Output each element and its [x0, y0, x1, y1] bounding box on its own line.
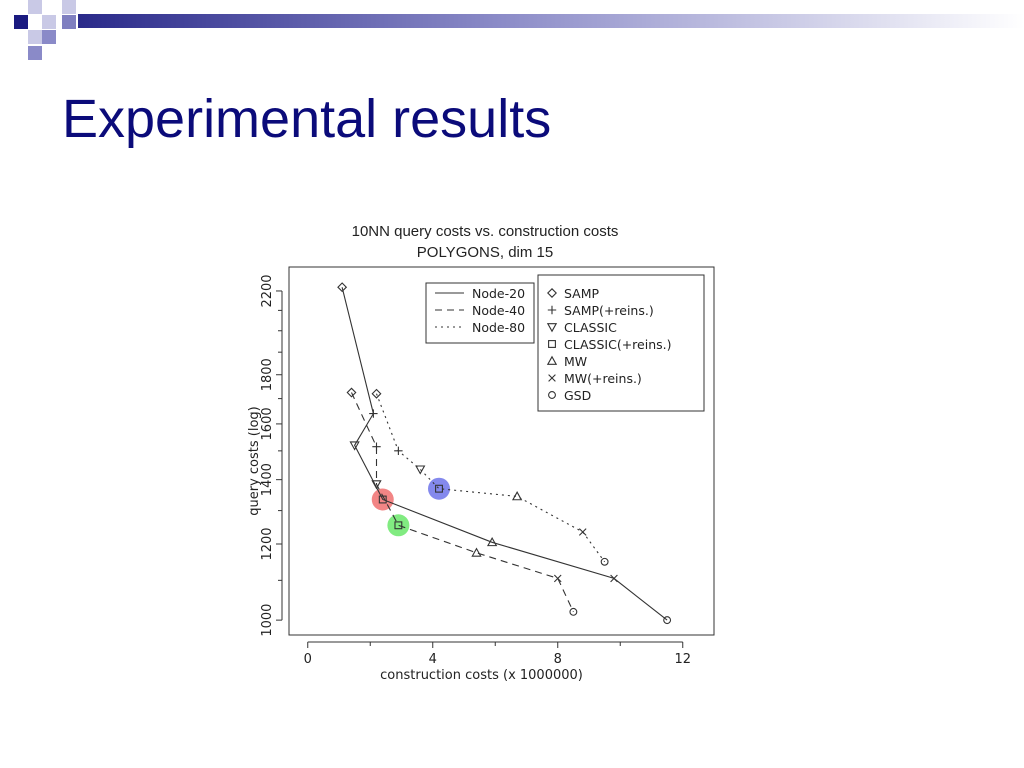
legend-line-label: Node-80 — [472, 320, 525, 335]
legend-marker-symbol — [546, 323, 558, 333]
data-point-node-80 — [371, 388, 382, 399]
x-tick-label: 8 — [554, 652, 562, 667]
legend-marker-symbol — [546, 355, 558, 365]
deco-square — [28, 0, 42, 14]
legend-marker-label: SAMP — [564, 286, 600, 301]
y-tick-label: 2200 — [260, 274, 275, 307]
deco-square — [28, 30, 42, 44]
plot-frame — [288, 266, 715, 636]
deco-square — [14, 15, 28, 29]
deco-square — [28, 46, 42, 60]
legend-marker-symbol — [548, 374, 556, 382]
legend-marker-label: CLASSIC — [564, 320, 617, 335]
data-point-node-20 — [337, 282, 348, 293]
legend-marker-symbol — [547, 305, 557, 315]
legend-line-label: Node-40 — [472, 303, 525, 318]
legend-marker-label: CLASSIC(+reins.) — [564, 337, 671, 352]
data-point-node-20 — [663, 616, 672, 625]
data-point-node-80 — [600, 557, 609, 566]
x-axis-label: construction costs (x 1000000) — [380, 668, 583, 683]
legend-marker-label: MW(+reins.) — [564, 371, 642, 386]
legend-marker-symbol — [548, 340, 556, 348]
deco-square — [62, 15, 76, 29]
slide-title: Experimental results — [62, 89, 552, 149]
data-point-node-80 — [415, 465, 426, 475]
legend-line-label: Node-20 — [472, 286, 525, 301]
legend-marker-label: GSD — [564, 388, 591, 403]
chart-figure: 10NN query costs vs. construction costs … — [240, 220, 730, 690]
x-tick-label: 12 — [674, 652, 691, 667]
data-point-node-80 — [394, 446, 403, 456]
data-point-node-40 — [371, 480, 382, 490]
chart-title: 10NN query costs vs. construction costs — [351, 223, 619, 240]
series-line-node-80 — [375, 393, 606, 563]
y-tick-label: 1800 — [260, 358, 275, 391]
legend-markers-box — [537, 274, 705, 412]
chart-subtitle: POLYGONS, dim 15 — [416, 244, 554, 261]
data-point-node-40 — [346, 387, 357, 398]
highlight-circle — [387, 514, 410, 537]
data-point-node-40 — [394, 521, 403, 530]
corner-decoration — [14, 0, 1024, 60]
y-tick-label: 1400 — [260, 463, 275, 496]
data-point-node-40 — [372, 442, 381, 451]
y-axis-label: query costs (log) — [247, 406, 262, 516]
data-point-node-20 — [369, 409, 378, 418]
y-tick-label: 1600 — [260, 407, 275, 440]
deco-square — [62, 0, 76, 14]
chart-svg: 0 4 8 12 construction costs (x 1000000) 1000 1… — [247, 266, 715, 683]
legend-marker-label: MW — [564, 354, 587, 369]
legend-marker-symbol — [548, 391, 556, 399]
x-tick-label: 4 — [429, 652, 437, 667]
data-point-node-20 — [349, 441, 360, 451]
data-point-node-20 — [486, 536, 498, 547]
data-point-node-80 — [511, 491, 523, 501]
data-point-node-80 — [435, 484, 443, 493]
header-gradient-bar — [78, 14, 1024, 28]
deco-square — [42, 15, 56, 29]
data-point-node-20 — [610, 574, 618, 583]
deco-square — [42, 30, 56, 44]
highlight-circle — [428, 477, 450, 500]
x-tick-label: 0 — [304, 652, 312, 667]
data-point-node-40 — [569, 607, 578, 616]
y-tick-label: 1000 — [260, 604, 275, 637]
data-point-node-80 — [578, 528, 587, 536]
data-point-node-40 — [553, 574, 562, 583]
y-tick-label: 1200 — [260, 527, 275, 560]
legend-marker-label: SAMP(+reins.) — [564, 303, 654, 318]
legend-marker-symbol — [547, 288, 557, 298]
data-point-node-40 — [471, 547, 482, 557]
